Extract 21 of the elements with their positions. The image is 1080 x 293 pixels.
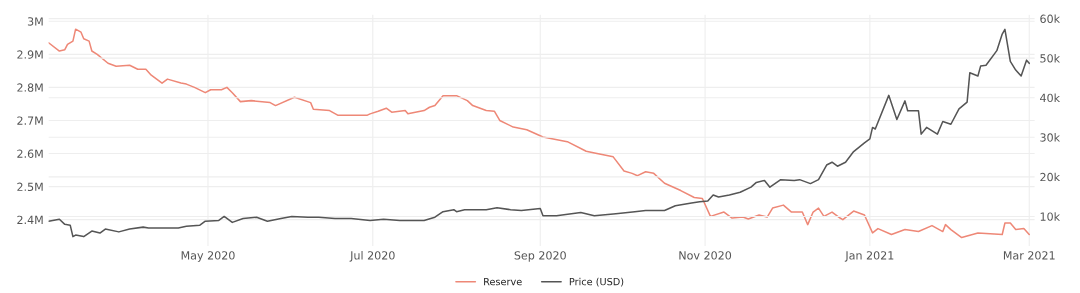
- y-tick-label: 2.5M: [17, 182, 43, 191]
- x-tick-label: May 2020: [181, 251, 235, 262]
- y-tick-label: 2.8M: [17, 83, 43, 92]
- y2-tick-label: 50k: [1040, 53, 1061, 63]
- x-tick-label: Jul 2020: [349, 250, 395, 262]
- y-tick-label: 2.7M: [17, 116, 43, 125]
- y-tick-label: 2.9M: [17, 50, 43, 59]
- y-tick-label: 2.4M: [17, 215, 43, 224]
- legend-label: Price (USD): [569, 277, 624, 287]
- y-tick-label: 3M: [27, 17, 43, 26]
- y2-tick-label: 20k: [1040, 172, 1061, 182]
- y2-tick-label: 40k: [1040, 93, 1061, 103]
- x-tick-label: Nov 2020: [679, 251, 732, 260]
- y2-tick-label: 30k: [1040, 133, 1061, 142]
- y2-tick-label: 10k: [1040, 212, 1061, 221]
- x-tick-label: Mar 2021: [1003, 251, 1055, 260]
- legend-label: Reserve: [484, 278, 522, 286]
- x-tick-label: Jan 2021: [844, 251, 894, 262]
- y2-tick-label: 60k: [1040, 14, 1061, 23]
- y-tick-label: 2.6M: [17, 149, 43, 158]
- x-tick-label: Sep 2020: [514, 251, 566, 262]
